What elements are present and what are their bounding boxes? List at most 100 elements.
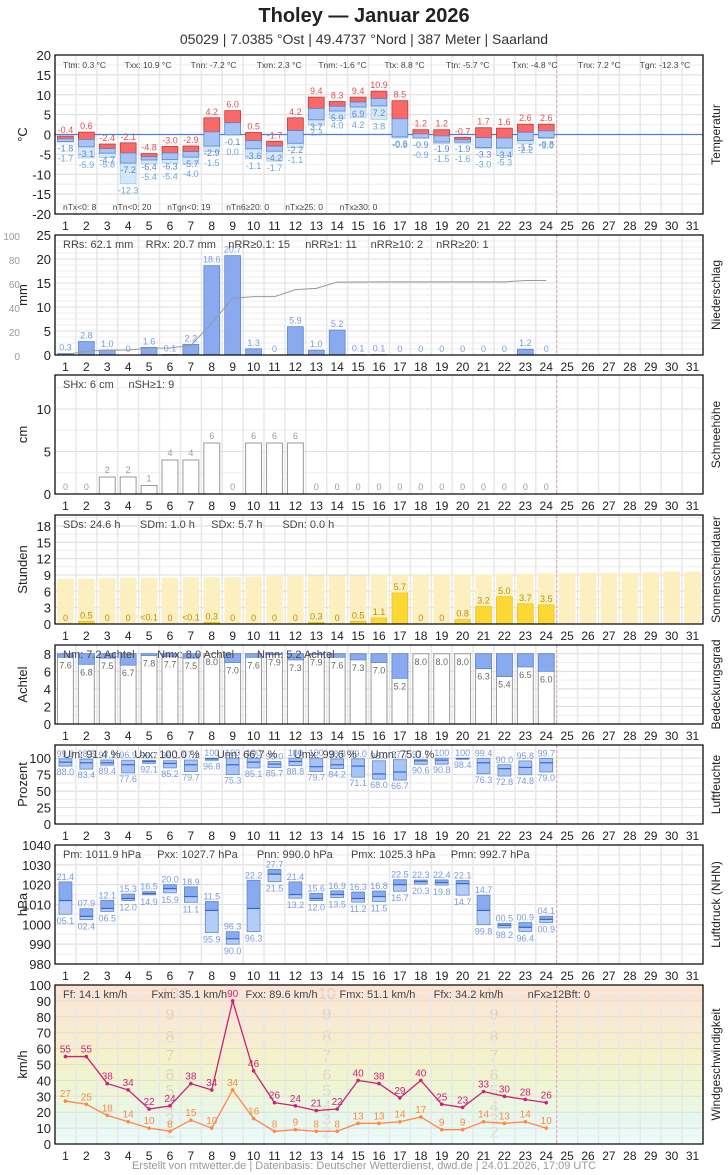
svg-text:00.9: 00.9 xyxy=(517,913,535,923)
svg-text:33: 33 xyxy=(478,1080,490,1091)
svg-text:0: 0 xyxy=(502,482,507,492)
svg-text:-3.1: -3.1 xyxy=(79,149,95,159)
svg-text:6: 6 xyxy=(167,360,174,374)
svg-text:6.5: 6.5 xyxy=(519,670,532,680)
svg-text:-5.7: -5.7 xyxy=(183,159,199,169)
svg-text:19: 19 xyxy=(435,1149,449,1163)
svg-text:13: 13 xyxy=(499,1111,511,1122)
svg-text:19: 19 xyxy=(435,499,449,513)
svg-text:-3.6: -3.6 xyxy=(246,151,262,161)
svg-text:8: 8 xyxy=(44,647,51,662)
svg-text:100: 100 xyxy=(204,748,219,758)
svg-text:14: 14 xyxy=(331,499,345,513)
stat-label: nTx<0: 8 xyxy=(63,202,97,212)
svg-text:7.0: 7.0 xyxy=(373,666,386,676)
svg-text:19: 19 xyxy=(435,360,449,374)
stat-label: Umx: 99.6 % xyxy=(294,749,357,761)
svg-text:6: 6 xyxy=(293,431,298,441)
svg-text:27: 27 xyxy=(60,1089,72,1100)
stat-label: nRR≥10: 2 xyxy=(371,239,424,251)
svg-text:17: 17 xyxy=(393,219,407,233)
svg-text:1.7: 1.7 xyxy=(477,117,490,127)
svg-text:74.8: 74.8 xyxy=(517,776,535,786)
svg-text:24: 24 xyxy=(540,829,554,843)
stat-label: SDx: 5.7 h xyxy=(211,519,262,531)
svg-text:05.1: 05.1 xyxy=(57,916,75,926)
svg-text:2.2: 2.2 xyxy=(185,333,198,343)
svg-text:16.8: 16.8 xyxy=(370,881,388,891)
svg-text:21: 21 xyxy=(477,729,491,743)
svg-text:11.5: 11.5 xyxy=(371,904,388,914)
svg-text:21: 21 xyxy=(311,1099,323,1110)
svg-text:23: 23 xyxy=(519,499,533,513)
svg-text:1: 1 xyxy=(147,474,152,484)
svg-text:22.5: 22.5 xyxy=(391,870,409,880)
svg-text:15: 15 xyxy=(351,629,365,643)
svg-text:2: 2 xyxy=(83,969,90,983)
svg-text:8: 8 xyxy=(334,1119,340,1130)
stat-label: SDs: 24.6 h xyxy=(63,519,120,531)
svg-text:3: 3 xyxy=(104,499,111,513)
svg-text:6: 6 xyxy=(167,499,174,513)
stat-label: Tgn: -12.3 °C xyxy=(640,60,691,70)
svg-text:0: 0 xyxy=(502,344,507,354)
svg-text:13: 13 xyxy=(353,1111,365,1122)
svg-text:20: 20 xyxy=(456,969,470,983)
svg-text:18: 18 xyxy=(414,629,428,643)
svg-text:21: 21 xyxy=(477,1149,491,1163)
svg-text:22.3: 22.3 xyxy=(412,870,430,880)
sonnenscheindauer-title: Sonnenscheindauer xyxy=(709,516,723,623)
svg-text:31: 31 xyxy=(686,969,700,983)
svg-text:26: 26 xyxy=(581,499,595,513)
svg-text:00.9: 00.9 xyxy=(537,925,555,935)
svg-text:9.4: 9.4 xyxy=(310,86,323,96)
stat-label: Tnm: -1.6 °C xyxy=(318,60,366,70)
bedeckungsgrad-title: Bedeckungsgrad xyxy=(709,639,723,729)
svg-text:20.3: 20.3 xyxy=(412,886,430,896)
svg-text:0: 0 xyxy=(272,344,277,354)
svg-text:99.8: 99.8 xyxy=(475,927,493,937)
svg-text:96.0: 96.0 xyxy=(370,751,388,761)
svg-text:14: 14 xyxy=(520,1110,532,1121)
svg-text:-12.3: -12.3 xyxy=(118,185,139,195)
page-title: Tholey — Januar 2026 xyxy=(258,5,470,27)
svg-text:7.5: 7.5 xyxy=(101,661,114,671)
temperatur-ylabel: °C xyxy=(15,127,30,142)
svg-text:30: 30 xyxy=(665,499,679,513)
svg-text:3: 3 xyxy=(104,219,111,233)
svg-text:29: 29 xyxy=(644,219,658,233)
svg-text:12.0: 12.0 xyxy=(119,903,137,913)
stat-label: Pm: 1011.9 hPa xyxy=(63,849,142,861)
svg-text:07.9: 07.9 xyxy=(78,899,96,909)
svg-text:16: 16 xyxy=(372,360,386,374)
svg-text:10: 10 xyxy=(37,300,51,315)
svg-text:21.5: 21.5 xyxy=(266,884,284,894)
svg-text:0: 0 xyxy=(44,128,51,143)
svg-text:2: 2 xyxy=(83,360,90,374)
svg-text:4: 4 xyxy=(125,219,132,233)
svg-text:28: 28 xyxy=(623,360,637,374)
svg-text:13: 13 xyxy=(310,1149,324,1163)
svg-text:0: 0 xyxy=(418,482,423,492)
svg-text:-1.1: -1.1 xyxy=(246,161,262,171)
svg-text:7: 7 xyxy=(188,219,195,233)
svg-text:13: 13 xyxy=(373,1111,385,1122)
svg-text:83.4: 83.4 xyxy=(78,770,96,780)
svg-text:3.2: 3.2 xyxy=(477,596,490,606)
svg-text:1.1: 1.1 xyxy=(373,607,386,617)
svg-text:16.5: 16.5 xyxy=(140,882,158,892)
svg-text:22.4: 22.4 xyxy=(433,870,451,880)
svg-text:90: 90 xyxy=(37,994,51,1009)
svg-text:21.4: 21.4 xyxy=(287,872,305,882)
svg-text:16: 16 xyxy=(372,219,386,233)
svg-text:26: 26 xyxy=(269,1091,281,1102)
svg-text:7.5: 7.5 xyxy=(185,661,198,671)
svg-text:18.6: 18.6 xyxy=(203,255,221,265)
svg-text:04.1: 04.1 xyxy=(537,906,555,916)
svg-text:13: 13 xyxy=(310,729,324,743)
svg-text:15: 15 xyxy=(37,68,51,83)
svg-text:17: 17 xyxy=(393,729,407,743)
svg-text:-1.7: -1.7 xyxy=(267,130,283,140)
svg-text:30: 30 xyxy=(665,219,679,233)
